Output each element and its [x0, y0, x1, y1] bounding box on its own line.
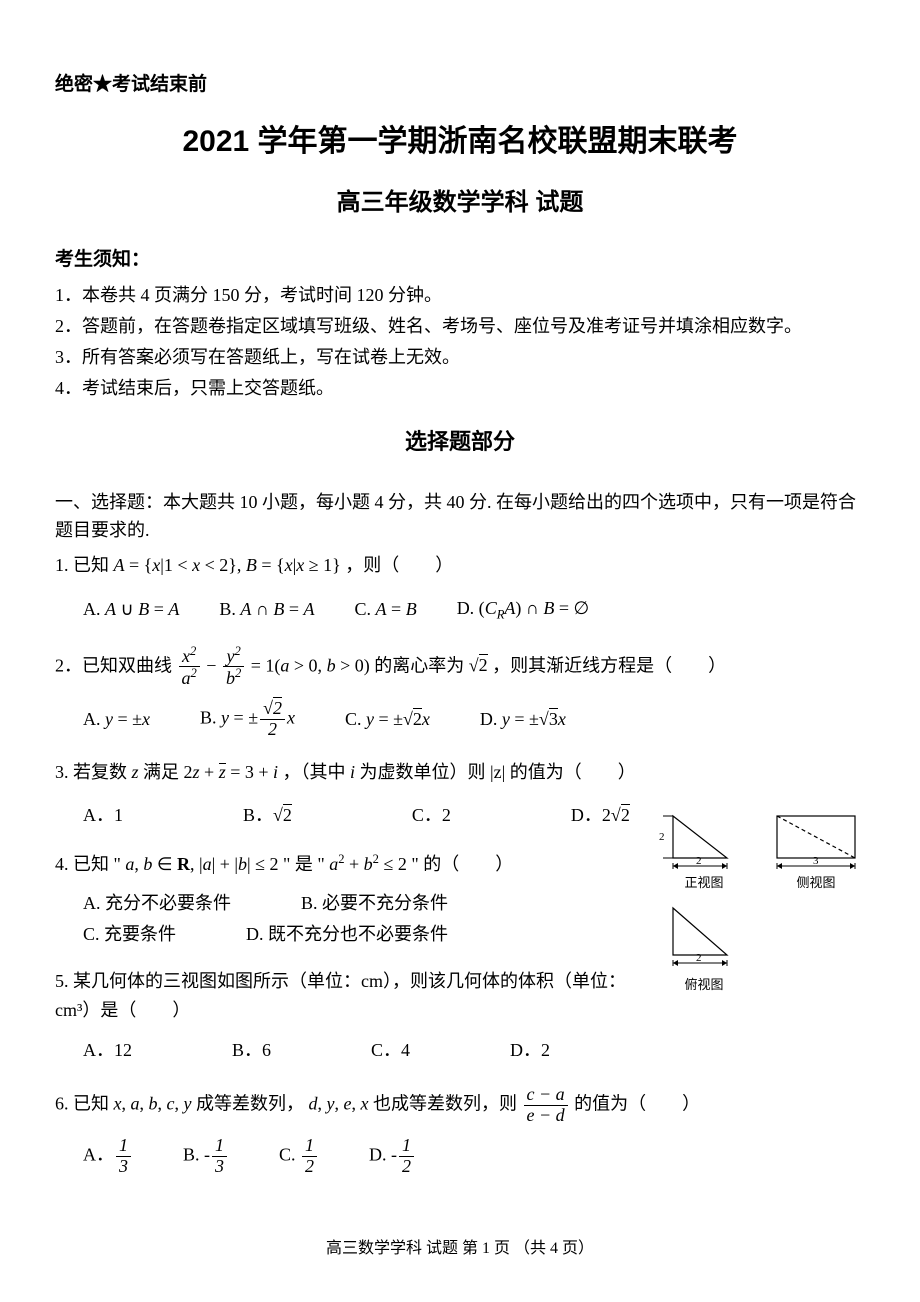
math-sqrt2: √2	[469, 654, 488, 675]
front-view-label: 正视图	[655, 873, 753, 894]
q6-mid2: 也成等差数列，则	[373, 1094, 522, 1114]
q3-mid: 满足	[143, 762, 184, 782]
q3-opt-d: D．2√2	[571, 801, 630, 830]
q4-suffix: " 的（ ）	[411, 854, 513, 874]
q2-opt-c: C. y = ±√2x	[345, 705, 430, 734]
q6-mid1: 成等差数列，	[196, 1094, 304, 1114]
q5-opt-b: B．6	[232, 1036, 271, 1065]
q2-opt-a: A. y = ±x	[83, 705, 150, 734]
math-fraction: x2a2	[179, 645, 200, 690]
q4-opt-b: B. 必要不充分条件	[301, 889, 448, 918]
math-set-a: A	[114, 555, 125, 575]
q1-opt-b: B. A ∩ B = A	[219, 595, 314, 624]
notice-heading: 考生须知：	[55, 245, 865, 275]
q1-opt-c: C. A = B	[355, 595, 417, 624]
q5-opt-a: A．12	[83, 1036, 132, 1065]
q6-opt-c: C. 12	[279, 1136, 319, 1177]
q3-opt-b: B．√2	[243, 801, 292, 830]
main-title: 2021 学年第一学期浙南名校联盟期末联考	[55, 118, 865, 166]
section-title: 选择题部分	[55, 424, 865, 459]
q3-opt-c: C．2	[412, 801, 451, 830]
q3-suffix: 的值为（ ）	[510, 762, 636, 782]
q4-opt-d: D. 既不充分也不必要条件	[246, 920, 448, 949]
q4-opt-c: C. 充要条件	[83, 920, 176, 949]
notice-item: 3．所有答案必须写在答题纸上，写在试卷上无效。	[55, 343, 865, 372]
q5-opt-c: C．4	[371, 1036, 410, 1065]
notice-item: 4．考试结束后，只需上交答题纸。	[55, 374, 865, 403]
notice-item: 2．答题前，在答题卷指定区域填写班级、姓名、考场号、座位号及准考证号并填涂相应数…	[55, 312, 865, 341]
question-6: 6. 已知 x, a, b, c, y 成等差数列， d, y, e, x 也成…	[55, 1085, 865, 1126]
q1-suffix: ，则（ ）	[345, 555, 453, 575]
q6-prefix: 6. 已知	[55, 1094, 114, 1114]
three-view-diagrams: 2 2 正视图	[655, 808, 865, 1002]
question-5: 5. 某几何体的三视图如图所示（单位：cm），则该几何体的体积（单位：cm³）是…	[55, 967, 645, 1025]
section-intro: 一、选择题：本大题共 10 小题，每小题 4 分，共 40 分. 在每小题给出的…	[55, 488, 865, 546]
svg-text:3: 3	[813, 855, 819, 867]
top-view-label: 俯视图	[655, 975, 753, 996]
question-2: 2．已知双曲线 x2a2 − y2b2 = 1(a > 0, b > 0) 的离…	[55, 645, 865, 690]
svg-text:2: 2	[696, 952, 702, 964]
q4-prefix: 4. 已知 "	[55, 854, 125, 874]
q6-opt-d: D. -12	[369, 1136, 416, 1177]
side-view: 3 侧视图	[767, 808, 865, 894]
q6-suffix: 的值为（ ）	[574, 1094, 700, 1114]
notice-item: 1．本卷共 4 页满分 150 分，考试时间 120 分钟。	[55, 281, 865, 310]
math-fraction: y2b2	[223, 645, 244, 690]
q4-mid: " 是 "	[283, 854, 329, 874]
q6-opt-a: A．13	[83, 1136, 133, 1177]
question-3: 3. 若复数 z 满足 2z + z = 3 + i ，（其中 i 为虚数单位）…	[55, 758, 865, 787]
q6-options: A．13 B. -13 C. 12 D. -12	[83, 1136, 865, 1177]
q2-prefix: 2．已知双曲线	[55, 655, 177, 675]
svg-text:2: 2	[659, 831, 665, 843]
math-fraction: c − ae − d	[524, 1085, 568, 1126]
q3-unit: ，（其中	[283, 762, 351, 782]
sub-title: 高三年级数学学科 试题	[55, 184, 865, 222]
q1-opt-a: A. A ∪ B = A	[83, 595, 179, 624]
q5-opt-d: D．2	[510, 1036, 550, 1065]
svg-text:2: 2	[696, 855, 702, 867]
side-view-label: 侧视图	[767, 873, 865, 894]
q2-suffix: ，则其渐近线方程是（ ）	[492, 655, 726, 675]
q3-opt-a: A．1	[83, 801, 123, 830]
q4-opt-a: A. 充分不必要条件	[83, 889, 231, 918]
question-1: 1. 已知 A = {x|1 < x < 2}, B = {x|x ≥ 1} ，…	[55, 551, 865, 580]
page-footer: 高三数学学科 试题 第 1 页 （共 4 页）	[55, 1236, 865, 1262]
q3-prefix: 3. 若复数	[55, 762, 132, 782]
q2-mid: 的离心率为	[374, 655, 469, 675]
q3-unit2: 为虚数单位）则	[355, 762, 490, 782]
q1-opt-d: D. (CRA) ∩ B = ∅	[457, 594, 590, 625]
q2-opt-b: B. y = ±√22x	[200, 699, 295, 740]
q6-opt-b: B. -13	[183, 1136, 229, 1177]
q1-prefix: 1. 已知	[55, 555, 114, 575]
q5-options: A．12 B．6 C．4 D．2	[83, 1036, 865, 1065]
confidential-label: 绝密★考试结束前	[55, 70, 865, 100]
q2-options: A. y = ±x B. y = ±√22x C. y = ±√2x D. y …	[83, 699, 865, 740]
q1-options: A. A ∪ B = A B. A ∩ B = A C. A = B D. (C…	[83, 594, 865, 625]
top-view: 2 俯视图	[655, 900, 753, 996]
front-view: 2 2 正视图	[655, 808, 753, 894]
q2-opt-d: D. y = ±√3x	[480, 705, 566, 734]
